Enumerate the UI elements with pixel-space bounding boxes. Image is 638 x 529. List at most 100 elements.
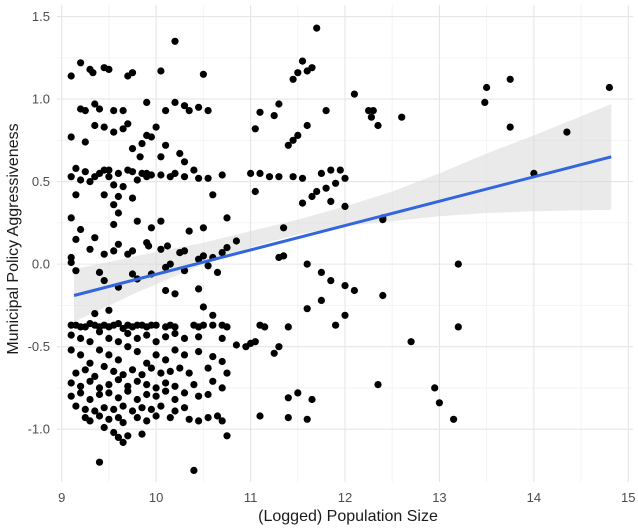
data-point bbox=[190, 166, 198, 174]
data-point bbox=[77, 389, 85, 397]
data-point bbox=[435, 399, 443, 407]
data-point bbox=[303, 305, 311, 313]
regression-line bbox=[73, 155, 612, 297]
data-point bbox=[199, 224, 207, 232]
data-point bbox=[270, 112, 278, 120]
data-point bbox=[284, 323, 292, 331]
data-point bbox=[180, 404, 189, 412]
data-point bbox=[332, 179, 340, 187]
data-point bbox=[128, 366, 137, 374]
data-point bbox=[67, 72, 75, 80]
data-point bbox=[128, 407, 137, 415]
data-point bbox=[67, 392, 75, 400]
data-point bbox=[105, 173, 113, 181]
data-point bbox=[157, 67, 165, 75]
data-point bbox=[284, 141, 292, 149]
data-point bbox=[133, 395, 141, 404]
data-point bbox=[185, 415, 193, 423]
data-point bbox=[195, 333, 203, 341]
data-point bbox=[91, 121, 99, 130]
data-point bbox=[105, 351, 113, 359]
data-point bbox=[204, 107, 212, 115]
data-point bbox=[119, 183, 127, 191]
x-tick-label: 14 bbox=[527, 490, 541, 505]
data-point bbox=[147, 405, 155, 413]
data-point bbox=[166, 414, 174, 422]
data-point bbox=[218, 171, 226, 179]
data-point bbox=[152, 392, 160, 400]
data-point bbox=[72, 164, 80, 172]
data-point bbox=[143, 381, 151, 389]
data-point bbox=[124, 432, 132, 440]
data-point bbox=[86, 178, 94, 186]
data-point bbox=[86, 417, 94, 425]
data-point bbox=[180, 334, 189, 342]
data-point bbox=[171, 382, 179, 390]
data-point bbox=[110, 428, 118, 437]
data-point bbox=[317, 296, 325, 304]
data-point bbox=[143, 359, 151, 367]
data-point bbox=[204, 174, 212, 182]
data-point bbox=[171, 169, 179, 177]
data-point bbox=[284, 394, 292, 402]
data-point bbox=[100, 362, 108, 371]
y-tick-label: 1.0 bbox=[32, 92, 50, 107]
data-point bbox=[308, 395, 316, 404]
data-point bbox=[294, 131, 302, 139]
data-point bbox=[147, 224, 155, 232]
y-axis-title: Municipal Policy Aggressiveness bbox=[5, 123, 22, 354]
data-point bbox=[124, 343, 132, 351]
data-point bbox=[105, 415, 113, 423]
data-point bbox=[105, 334, 113, 342]
data-point bbox=[86, 245, 94, 253]
data-point bbox=[251, 338, 259, 346]
data-point bbox=[303, 121, 311, 130]
data-point bbox=[91, 310, 99, 318]
data-point bbox=[213, 412, 222, 420]
data-point bbox=[114, 356, 122, 364]
data-point bbox=[265, 173, 274, 181]
data-point bbox=[275, 173, 283, 181]
data-point bbox=[133, 217, 141, 225]
data-point bbox=[119, 125, 127, 133]
data-point bbox=[336, 166, 344, 174]
data-point bbox=[218, 249, 226, 257]
data-point bbox=[157, 171, 165, 179]
data-point bbox=[67, 173, 75, 181]
data-point bbox=[431, 384, 439, 392]
data-point bbox=[398, 113, 406, 121]
data-point bbox=[100, 404, 108, 412]
data-point bbox=[327, 166, 335, 174]
data-point bbox=[86, 338, 94, 346]
data-point bbox=[180, 102, 189, 110]
data-point bbox=[157, 402, 165, 410]
data-point bbox=[100, 277, 108, 285]
data-point bbox=[110, 181, 118, 189]
data-point bbox=[105, 389, 113, 397]
data-point bbox=[128, 194, 137, 202]
data-point bbox=[180, 351, 189, 359]
data-point bbox=[124, 120, 132, 128]
data-point bbox=[195, 255, 203, 263]
data-point bbox=[119, 419, 127, 427]
data-point bbox=[162, 387, 170, 395]
data-point bbox=[110, 405, 118, 413]
data-point bbox=[171, 290, 179, 298]
data-point bbox=[195, 348, 203, 356]
data-point bbox=[313, 24, 321, 32]
data-point bbox=[454, 323, 462, 331]
data-point bbox=[124, 387, 132, 395]
data-point bbox=[133, 348, 141, 356]
data-point bbox=[270, 349, 278, 357]
data-point bbox=[341, 174, 349, 182]
data-point bbox=[176, 364, 184, 372]
data-point bbox=[374, 121, 382, 130]
x-tick-label: 13 bbox=[432, 490, 446, 505]
data-point bbox=[95, 169, 104, 177]
data-point bbox=[81, 168, 89, 176]
data-point bbox=[190, 381, 198, 389]
data-point bbox=[256, 108, 264, 116]
data-point bbox=[91, 234, 99, 242]
data-point bbox=[114, 414, 122, 422]
data-point bbox=[204, 414, 212, 422]
